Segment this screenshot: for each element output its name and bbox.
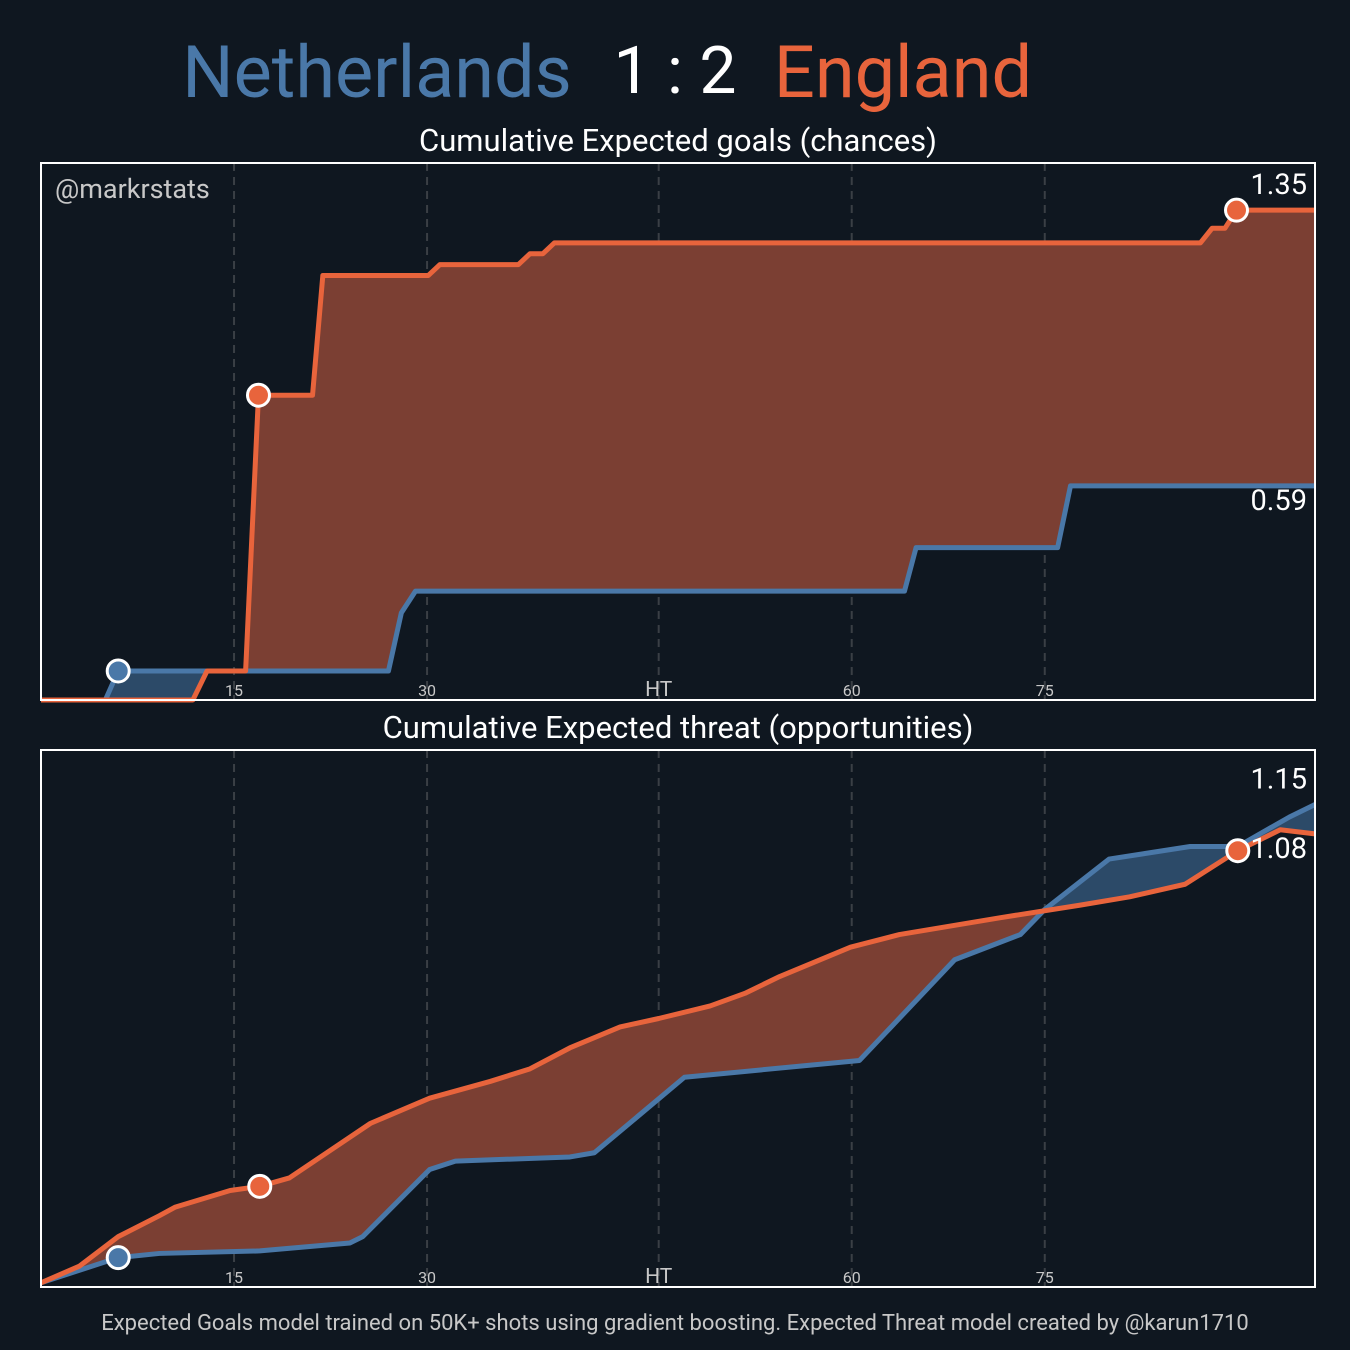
goal-marker: [105, 1245, 131, 1271]
goal-marker: [1224, 197, 1250, 223]
chart-title: Cumulative Expected goals (chances): [419, 122, 937, 159]
plot-frame: [40, 749, 1316, 1288]
end-label: 0.59: [1250, 484, 1307, 518]
area-between: [41, 829, 1315, 1283]
x-tick-label: 60: [843, 681, 861, 700]
x-tick-label: HT: [645, 678, 673, 702]
x-tick-label: HT: [645, 1265, 673, 1289]
watermark: @markrstats: [55, 173, 210, 205]
goal-marker: [247, 1173, 273, 1199]
goal-marker: [105, 658, 131, 684]
away-team: England: [774, 30, 1032, 115]
x-tick-label: 30: [418, 1268, 436, 1287]
end-label: 1.35: [1250, 168, 1307, 202]
end-label: 1.15: [1250, 763, 1307, 797]
line: [40, 802, 1317, 1286]
end-label: 1.08: [1250, 832, 1307, 866]
line: [40, 827, 1316, 1286]
chart-title: Cumulative Expected threat (opportunitie…: [383, 709, 974, 746]
x-tick-label: 30: [418, 681, 436, 700]
x-tick-label: 60: [843, 1268, 861, 1287]
line: [41, 207, 1315, 703]
x-tick-label: 75: [1036, 681, 1054, 700]
area-between: [41, 210, 1315, 700]
goal-marker: [1225, 838, 1251, 864]
score: 1 : 2: [614, 33, 737, 110]
x-tick-label: 15: [225, 681, 243, 700]
x-tick-label: 75: [1036, 1268, 1054, 1287]
plot-frame: [40, 162, 1316, 701]
home-team: Netherlands: [182, 30, 572, 115]
goal-marker: [245, 382, 271, 408]
footer: Expected Goals model trained on 50K+ sho…: [101, 1311, 1248, 1336]
x-tick-label: 15: [225, 1268, 243, 1287]
